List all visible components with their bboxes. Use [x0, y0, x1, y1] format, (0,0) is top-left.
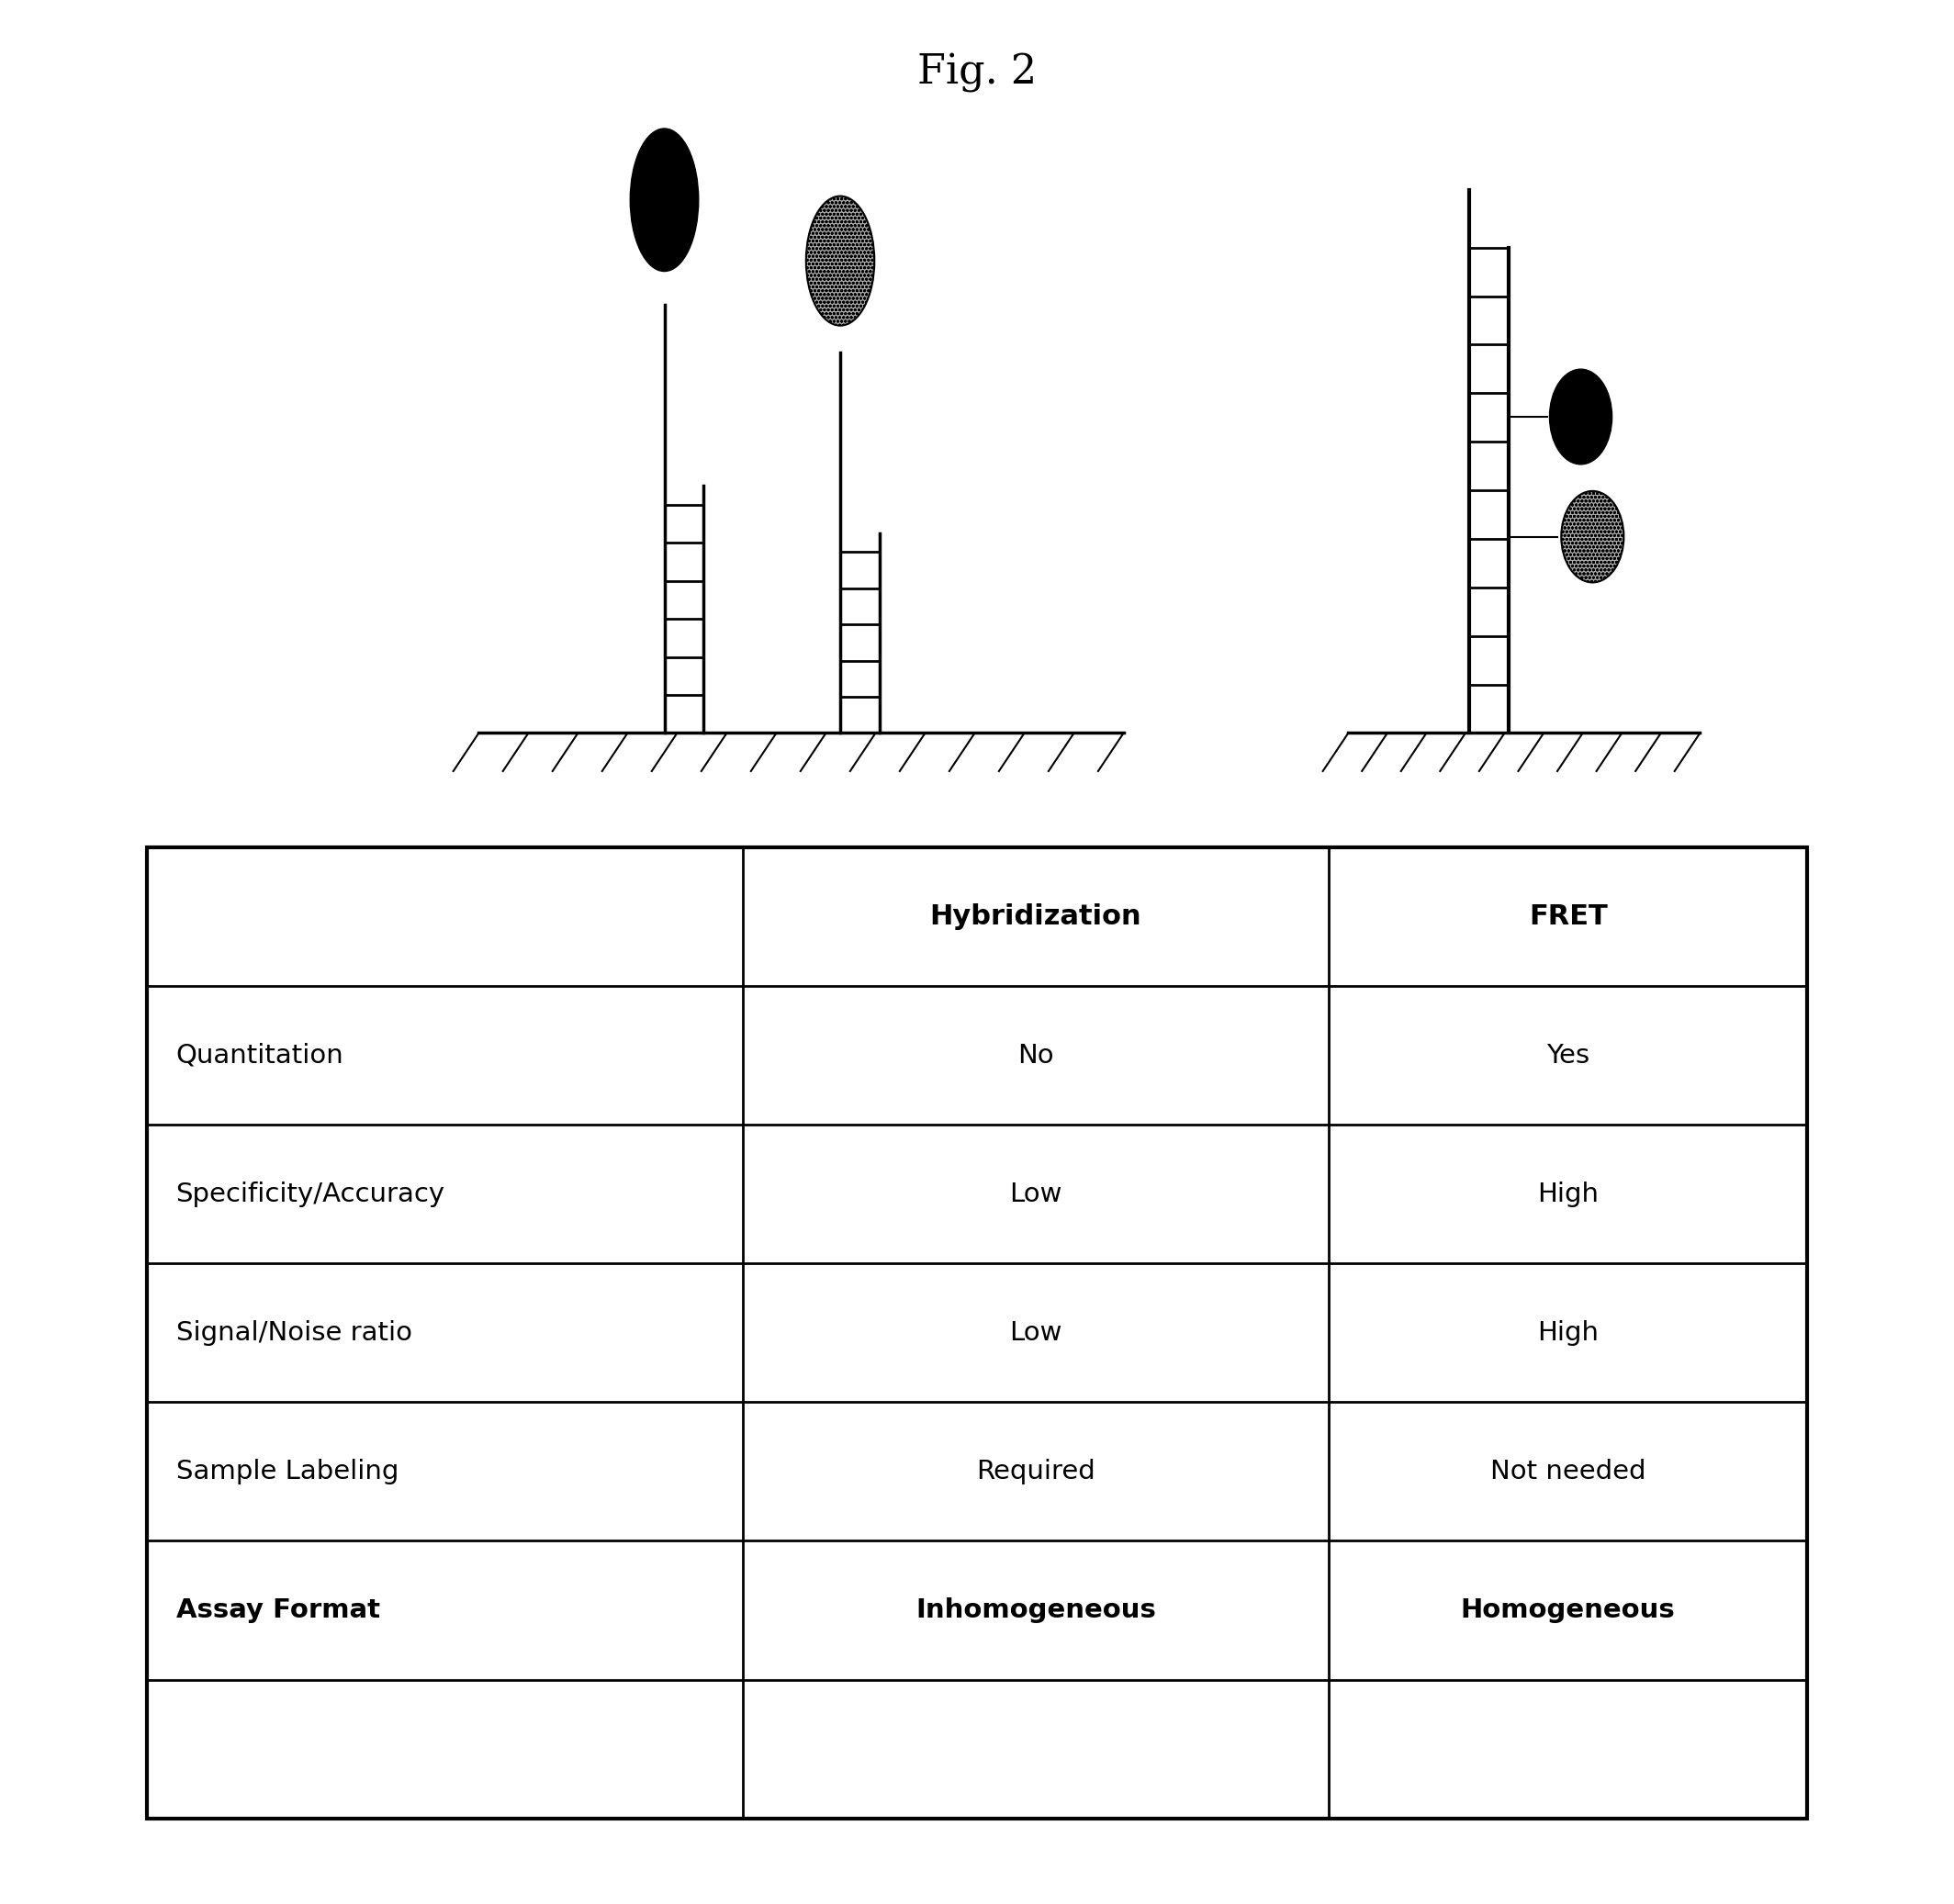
Ellipse shape — [1561, 491, 1624, 583]
Text: Sample Labeling: Sample Labeling — [176, 1458, 399, 1485]
Text: Yes: Yes — [1546, 1043, 1591, 1068]
Text: Assay Format: Assay Format — [176, 1597, 379, 1622]
Text: Specificity/Accuracy: Specificity/Accuracy — [176, 1180, 446, 1207]
Text: Low: Low — [1008, 1180, 1063, 1207]
Text: FRET: FRET — [1528, 902, 1608, 929]
Text: Hybridization: Hybridization — [930, 902, 1141, 929]
Text: High: High — [1538, 1319, 1598, 1346]
Text: Required: Required — [977, 1458, 1094, 1485]
Text: No: No — [1018, 1043, 1053, 1068]
Text: Homogeneous: Homogeneous — [1462, 1597, 1675, 1622]
Text: Inhomogeneous: Inhomogeneous — [914, 1597, 1157, 1622]
Text: Fig. 2: Fig. 2 — [916, 53, 1038, 93]
Ellipse shape — [1550, 369, 1612, 465]
Ellipse shape — [629, 128, 700, 270]
Text: Not needed: Not needed — [1491, 1458, 1645, 1485]
Text: High: High — [1538, 1180, 1598, 1207]
Text: Low: Low — [1008, 1319, 1063, 1346]
Text: Quantitation: Quantitation — [176, 1043, 344, 1068]
Bar — [147, 847, 1807, 1818]
Text: Signal/Noise ratio: Signal/Noise ratio — [176, 1319, 412, 1346]
Ellipse shape — [805, 196, 873, 326]
